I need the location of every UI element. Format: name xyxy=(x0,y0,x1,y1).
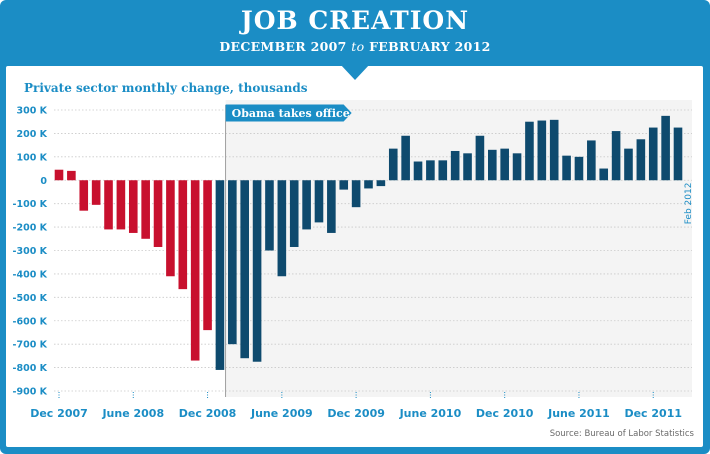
bar xyxy=(277,180,287,277)
y-tick-label: -400 K xyxy=(13,269,48,280)
bar xyxy=(624,148,633,181)
bar xyxy=(438,160,448,181)
x-tick-label: Dec 2007 xyxy=(30,407,88,420)
bar xyxy=(302,180,311,230)
bar xyxy=(488,149,497,181)
source-note: Source: Bureau of Labor Statistics xyxy=(549,429,694,439)
bar xyxy=(475,135,485,181)
annotation: Obama takes office xyxy=(225,104,352,122)
y-tick-label: -900 K xyxy=(13,387,48,398)
bar xyxy=(178,180,188,290)
bar xyxy=(376,180,386,187)
bar xyxy=(116,180,126,230)
y-tick-label: 200 K xyxy=(17,129,48,140)
header: JOB CREATION DECEMBER 2007 to FEBRUARY 2… xyxy=(0,0,710,68)
x-tick-label: June 2010 xyxy=(399,407,462,420)
bar xyxy=(104,180,113,230)
subtitle-end: FEBRUARY 2012 xyxy=(369,39,491,54)
x-tick-label: Dec 2008 xyxy=(179,407,237,420)
post-inauguration-shading xyxy=(225,100,692,397)
bar xyxy=(153,180,163,247)
bar xyxy=(673,127,683,181)
y-tick-label: 0 xyxy=(40,176,47,187)
bar xyxy=(413,161,423,181)
bar xyxy=(203,180,212,331)
bar xyxy=(67,170,76,181)
bar xyxy=(166,180,175,277)
bar xyxy=(54,169,64,181)
bar xyxy=(327,180,336,233)
bar xyxy=(79,180,89,211)
subtitle-connector: to xyxy=(351,39,365,54)
shaded-region xyxy=(225,100,692,397)
bar xyxy=(215,180,225,370)
bar xyxy=(599,168,609,181)
last-month-label: Feb 2012 xyxy=(684,183,694,225)
bar xyxy=(240,180,249,359)
x-tick-label: Dec 2011 xyxy=(624,407,682,420)
chart-subtitle: DECEMBER 2007 to FEBRUARY 2012 xyxy=(0,39,710,54)
bar xyxy=(364,180,373,189)
bar xyxy=(562,155,571,181)
bars xyxy=(54,115,683,370)
annotation-text: Obama takes office xyxy=(232,107,350,120)
x-tick-label: June 2008 xyxy=(101,407,164,420)
header-pointer xyxy=(340,64,370,80)
y-tick-label: 100 K xyxy=(17,152,48,163)
bar xyxy=(228,180,237,345)
bar xyxy=(265,180,274,251)
bar xyxy=(401,135,410,181)
bar xyxy=(661,115,670,181)
y-axis-label: Private sector monthly change, thousands xyxy=(24,81,308,95)
bar xyxy=(549,119,559,181)
x-tick-label: June 2011 xyxy=(547,407,610,420)
bar xyxy=(587,140,596,181)
bar xyxy=(648,127,658,181)
y-tick-label: -500 K xyxy=(13,293,48,304)
subtitle-start: DECEMBER 2007 xyxy=(219,39,347,54)
x-tick-label: Dec 2009 xyxy=(327,407,385,420)
bar xyxy=(91,180,101,205)
bar xyxy=(128,180,138,233)
y-tick-label: -700 K xyxy=(13,340,48,351)
bar xyxy=(190,180,200,361)
bar xyxy=(537,120,547,181)
x-tick-label: June 2009 xyxy=(250,407,313,420)
chart-title: JOB CREATION xyxy=(240,6,470,35)
y-tick-label: -100 K xyxy=(13,199,48,210)
bar xyxy=(314,180,324,223)
bar xyxy=(512,153,522,181)
bar xyxy=(450,150,460,181)
bar xyxy=(574,156,584,181)
bar xyxy=(426,160,435,181)
bar xyxy=(525,121,534,181)
bar xyxy=(388,148,398,181)
y-axis-ticks: 300 K 200 K 100 K 0 -100 K -200 K -300 K -400 K… xyxy=(13,106,48,398)
y-tick-label: -600 K xyxy=(13,316,48,327)
bar xyxy=(141,180,150,239)
x-tick-label: Dec 2010 xyxy=(476,407,534,420)
bar xyxy=(252,180,262,362)
bar xyxy=(463,153,472,181)
bar xyxy=(500,148,509,181)
bar xyxy=(339,180,349,190)
annotation-arrow xyxy=(225,104,352,122)
bar xyxy=(289,180,299,247)
y-tick-label: 300 K xyxy=(17,106,48,117)
bar xyxy=(611,131,621,181)
bar xyxy=(351,180,361,208)
x-axis-ticks: Dec 2007 June 2008 Dec 2008 June 2009 Dec 20… xyxy=(30,183,694,420)
y-tick-label: -200 K xyxy=(13,223,48,234)
bar xyxy=(636,139,646,181)
y-tick-label: -300 K xyxy=(13,246,48,257)
y-tick-label: -800 K xyxy=(13,363,48,374)
